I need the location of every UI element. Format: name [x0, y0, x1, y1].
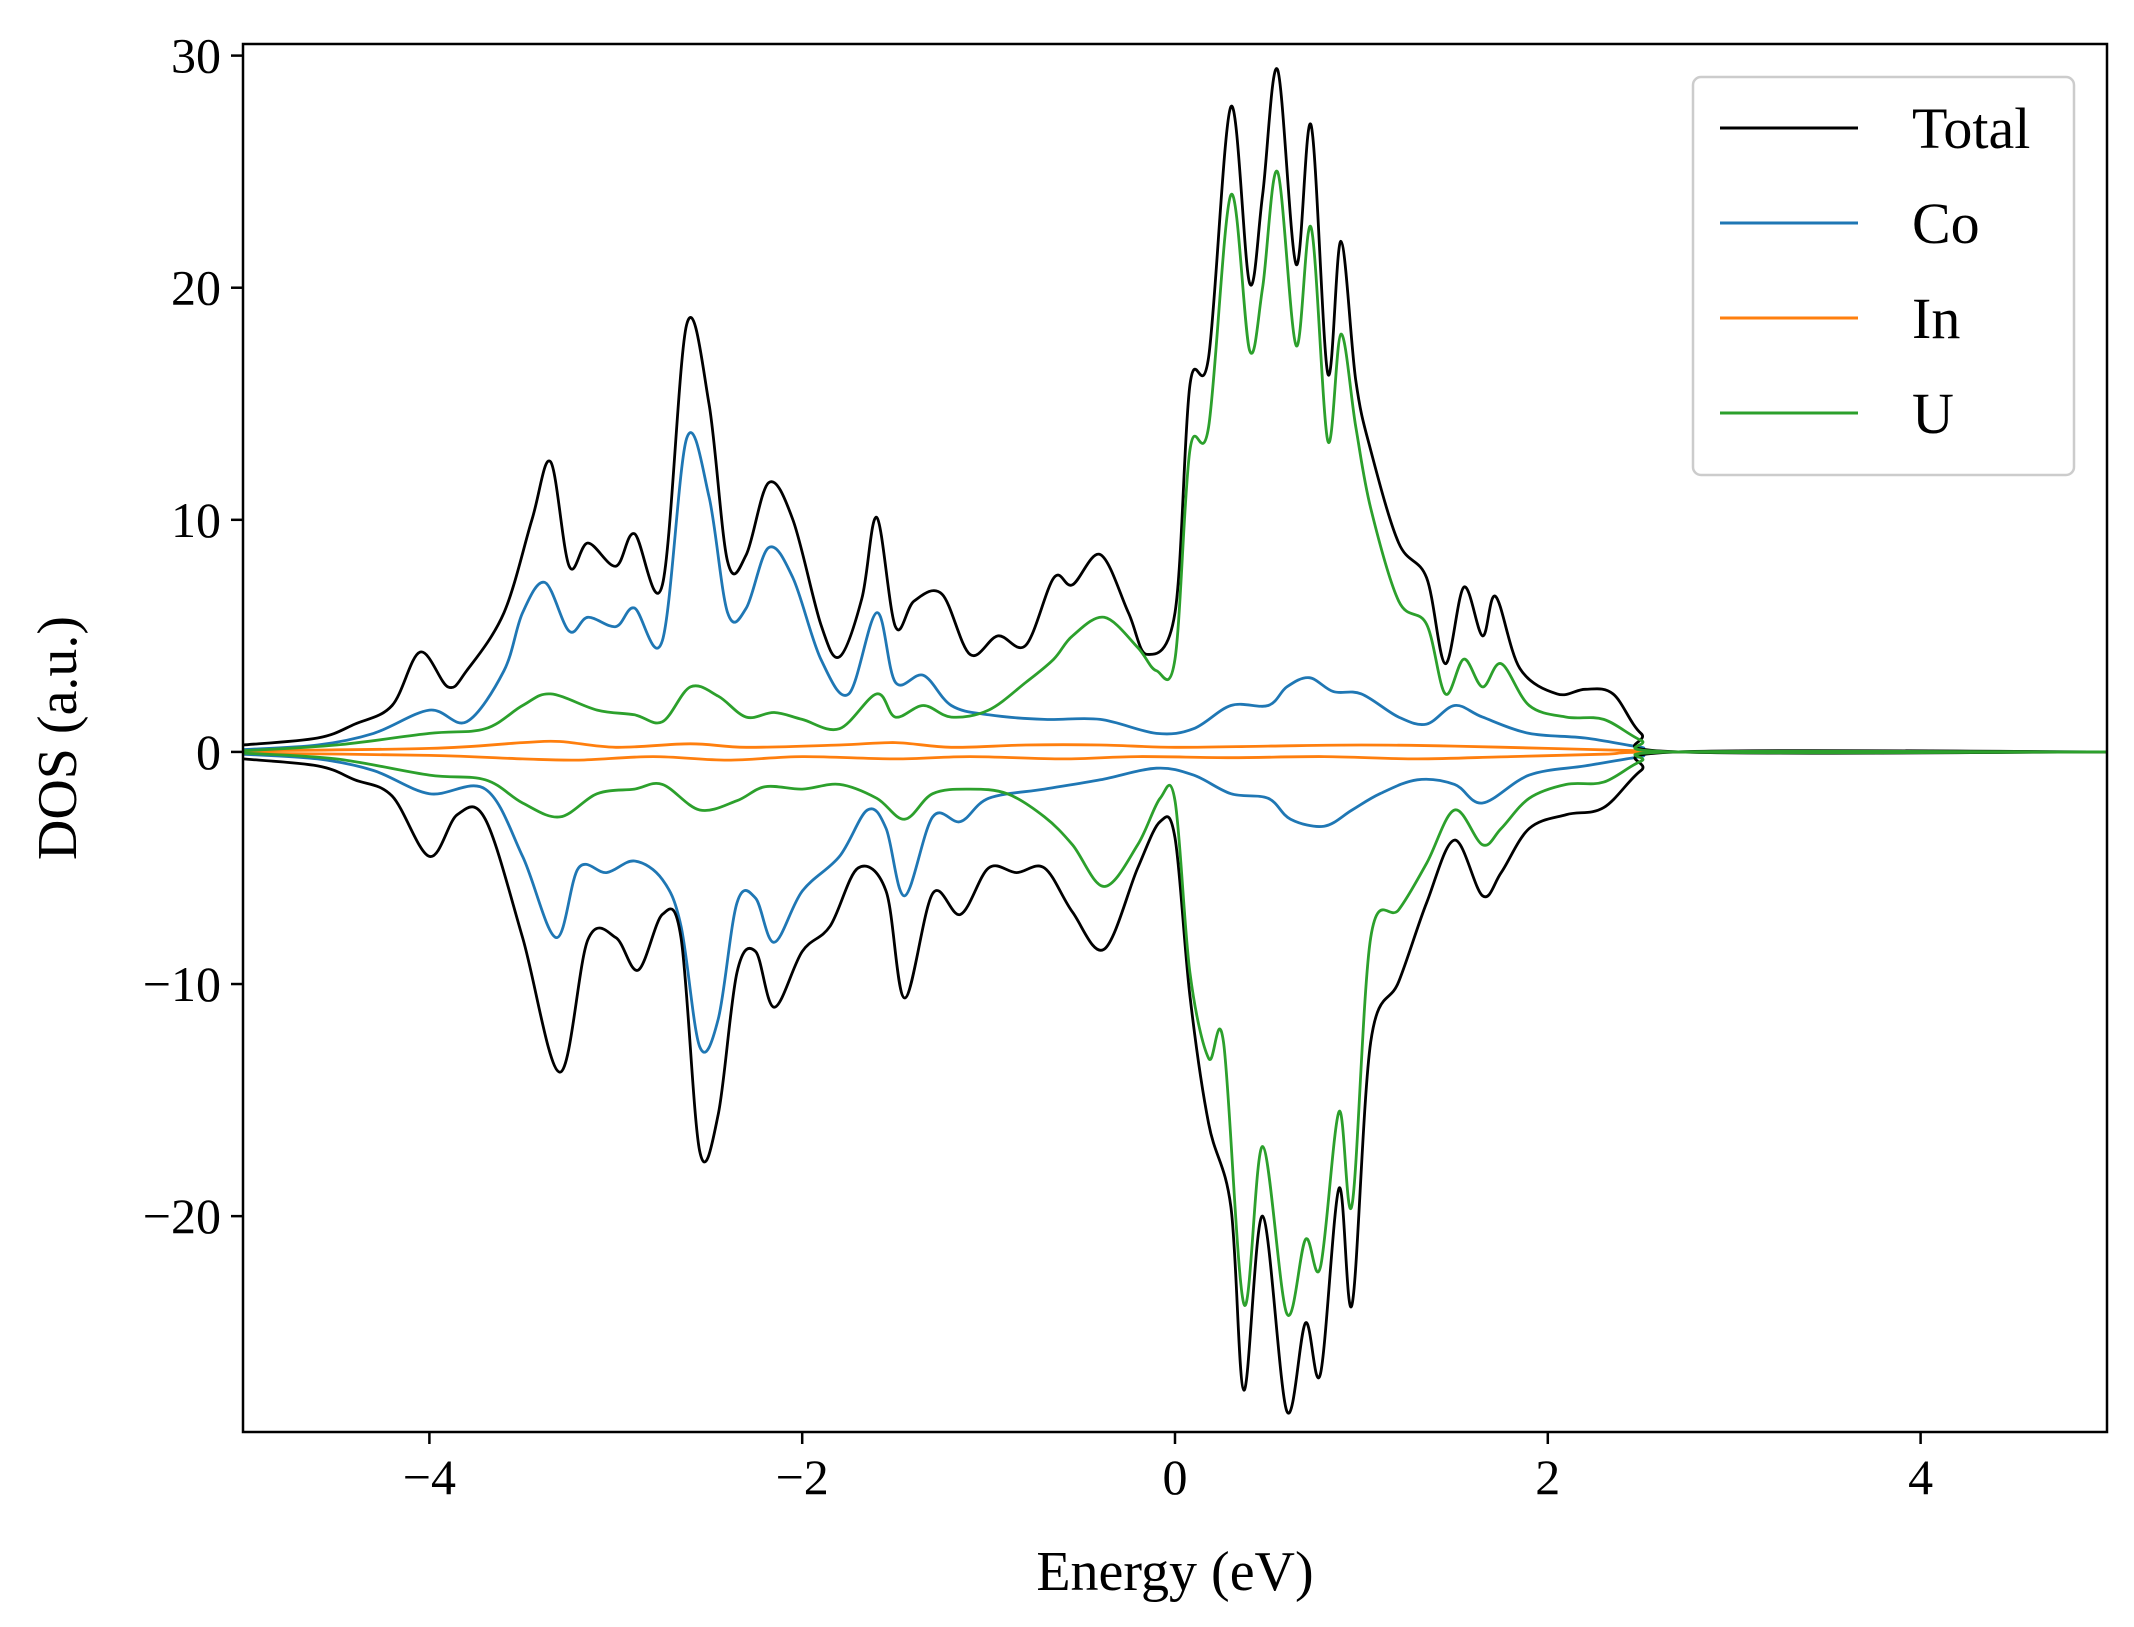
y-axis: 30 20 10 0 −10 −20	[143, 28, 243, 1244]
series-u-up-line	[243, 169, 2107, 755]
x-axis: −4 −2 0 2 4	[403, 1432, 1933, 1505]
series-co-up-line	[243, 431, 2107, 754]
legend-label-total: Total	[1912, 96, 2030, 161]
x-tick-label: −4	[403, 1449, 456, 1505]
series-u-down-line	[243, 749, 2107, 1317]
y-tick-label: −10	[143, 956, 221, 1012]
y-tick-label: −20	[143, 1188, 221, 1244]
x-tick-label: 2	[1535, 1449, 1560, 1505]
legend: Total Co In U	[1691, 75, 2076, 477]
legend-label-co: Co	[1912, 191, 1980, 256]
y-tick-label: 30	[171, 28, 221, 84]
y-tick-label: 20	[171, 260, 221, 316]
x-axis-title: Energy (eV)	[1036, 1541, 1313, 1603]
y-tick-label: 10	[171, 492, 221, 548]
y-tick-label: 0	[196, 724, 221, 780]
series-co-down-line	[243, 750, 2107, 1054]
x-tick-label: −2	[776, 1449, 829, 1505]
x-tick-label: 4	[1908, 1449, 1933, 1505]
x-tick-label: 0	[1163, 1449, 1188, 1505]
series-layer	[243, 67, 2107, 1415]
legend-frame	[1691, 75, 2076, 477]
series-total-up-line	[243, 67, 2107, 755]
series-in-down-line	[243, 750, 2107, 762]
legend-label-in: In	[1912, 286, 1960, 351]
legend-label-u: U	[1912, 381, 1954, 446]
y-axis-title: DOS (a.u.)	[27, 616, 89, 860]
series-total-down-line	[243, 749, 2107, 1415]
